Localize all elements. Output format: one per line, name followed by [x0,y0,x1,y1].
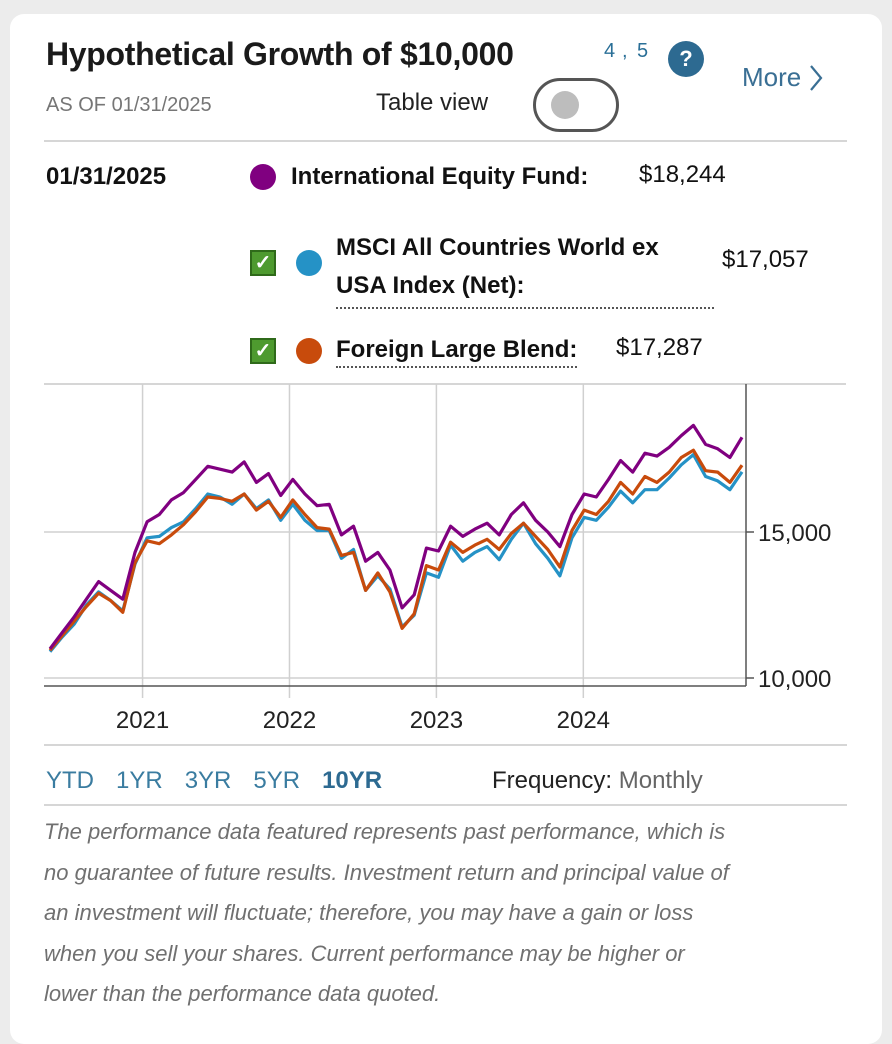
frequency: Frequency: Monthly [492,767,703,795]
x-tick-label: 2022 [263,707,316,734]
series-line-2 [48,448,744,652]
legend-category-value: $17,287 [616,334,703,361]
disclaimer-line: an investment will fluctuate; therefore,… [44,900,694,925]
divider [44,744,847,746]
period-1yr[interactable]: 1YR [116,767,163,794]
period-3yr[interactable]: 3YR [184,767,232,794]
x-tick-label: 2024 [557,707,610,734]
legend-index-name-line1: MSCI All Countries World ex [336,234,659,261]
legend-index-name[interactable]: MSCI All Countries World ex USA Index (N… [336,229,714,309]
divider [44,804,847,806]
y-tick-label: 10,000 [758,666,831,693]
disclaimer-line: lower than the performance data quoted. [44,981,441,1006]
divider [44,140,847,142]
disclaimer-line: no guarantee of future results. Investme… [44,859,729,885]
footnote-4-link[interactable]: 4 [604,40,616,62]
as-of-date: AS OF 01/31/2025 [46,94,212,116]
index-checkbox[interactable]: ✓ [250,250,276,276]
toggle-knob [551,91,579,119]
card-title: Hypothetical Growth of $10,000 [46,36,514,72]
footnote-separator: , [622,40,628,62]
legend-fund-name: International Equity Fund: [291,163,589,190]
more-link[interactable]: More [742,62,823,93]
period-10yr[interactable]: 10YR [322,767,383,794]
footnote-5-link[interactable]: 5 [637,40,649,62]
series-line-0 [48,423,744,650]
legend-index-name-line2: USA Index (Net): [336,272,525,299]
index-color-dot [296,250,322,276]
disclaimer: The performance data featured represents… [44,812,852,1015]
x-tick-label: 2021 [116,707,169,734]
disclaimer-line: The performance data featured represents… [44,819,726,844]
table-view-toggle[interactable] [533,78,619,132]
category-color-dot [296,338,322,364]
legend-category-name[interactable]: Foreign Large Blend: [336,336,578,368]
legend-date: 01/31/2025 [46,163,167,190]
legend-index-value: $17,057 [722,246,809,273]
chevron-right-icon [810,64,823,91]
y-tick-label: 15,000 [758,520,831,547]
frequency-label: Frequency: [492,767,613,794]
x-tick-label: 2023 [410,707,463,734]
disclaimer-line: when you sell your shares. Current perfo… [44,940,685,966]
fund-color-dot [250,164,276,190]
growth-card [10,14,882,1044]
period-ytd[interactable]: YTD [46,767,94,794]
growth-chart: 2021 2022 2023 2024 10,000 15,000 [44,383,846,734]
category-checkbox[interactable]: ✓ [250,338,276,364]
legend-fund-value: $18,244 [639,161,726,188]
table-view-label: Table view [376,89,489,116]
help-icon[interactable]: ? [668,41,704,77]
more-link-label: More [742,62,802,92]
frequency-value: Monthly [618,767,703,794]
period-5yr[interactable]: 5YR [253,767,301,794]
period-selector: YTD 1YR 3YR 5YR 10YR [46,767,382,795]
